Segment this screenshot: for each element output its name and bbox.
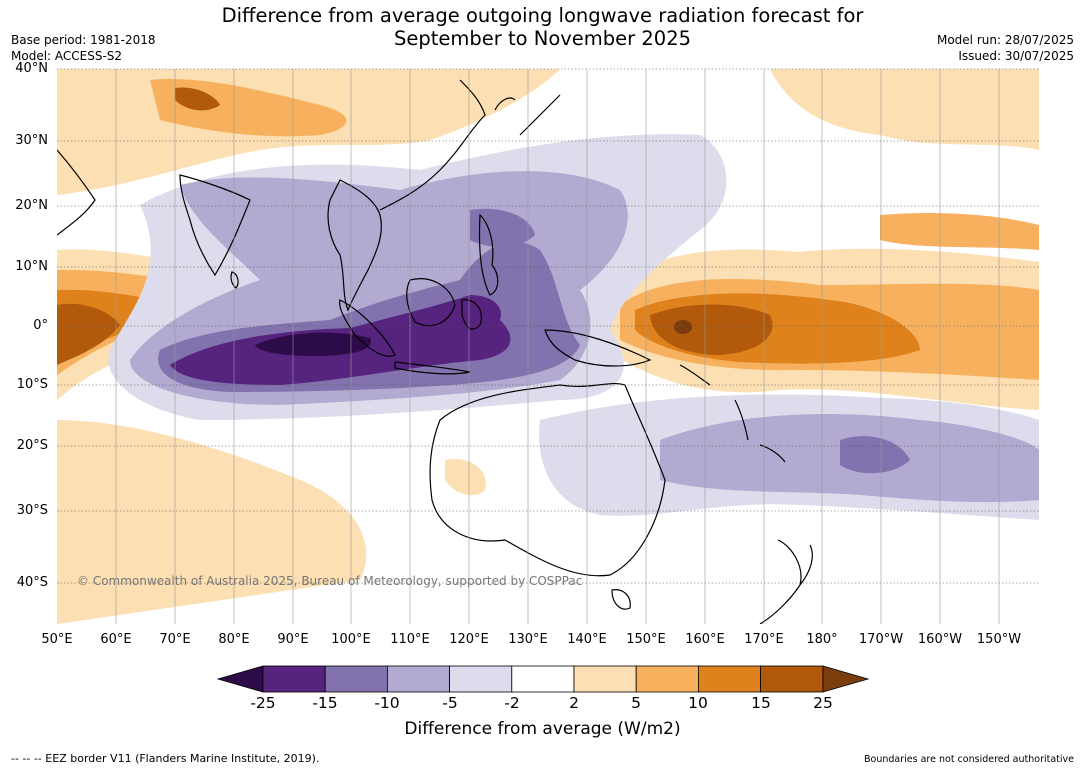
anomaly-positive-15-25-himalaya [175,87,220,111]
coast-india [179,174,251,277]
lon-label: 50°E [41,632,73,647]
model-name: Model: ACCESS-S2 [11,49,123,63]
lon-label: 60°E [100,632,132,647]
colorbar-bin-3 [386,665,450,693]
colorbar-tick-label: 25 [813,694,833,712]
anomaly-negative-10-15-philippines [470,208,535,247]
coast-vanuatu-fiji [734,399,786,463]
anomaly-positive-2-5-australia [445,459,486,496]
coast-solomons [679,364,711,386]
lon-label: 120°E [449,632,489,647]
colorbar-bin-8 [698,665,762,693]
coast-java [394,361,471,375]
anomaly-positive-over-25 [674,320,692,334]
model-run-date: Model run: 28/07/2025 [936,33,1074,47]
colorbar-bin-6 [573,665,637,693]
coast-sri-lanka [230,271,239,289]
meridians [115,69,1000,624]
colorbar-extend-low [216,665,264,693]
coast-arabia-east [57,149,96,236]
title-line-2: September to November 2025 [393,27,692,50]
eez-legend-note: -- -- -- EEZ border V11 (Flanders Marine… [11,752,320,765]
colorbar-tick-label: -15 [312,694,338,712]
colorbar-tick-label: -5 [442,694,458,712]
lon-label: 180° [806,632,838,647]
anomaly-negative-10-15-south-pacific [840,436,910,474]
colorbar-bin-2 [324,665,388,693]
lat-label: 40°S [16,575,48,590]
graticule [57,68,1039,584]
coast-new-zealand [759,539,813,624]
coast-borneo [406,278,456,327]
run-info: Model run: 28/07/2025 Issued: 30/07/2025 [937,32,1074,64]
colorbar [216,665,870,693]
coast-korea-japan [494,94,561,136]
colorbar-bin-9 [760,665,824,693]
lon-label: 130°E [508,632,548,647]
lon-label: 150°W [976,632,1022,647]
base-period: Base period: 1981-2018 [11,33,156,47]
copyright-notice: © Commonwealth of Australia 2025, Bureau… [77,574,583,588]
lon-label: 160°W [917,632,963,647]
anomaly-positive-15-25-pacific [650,304,773,355]
coast-china-east [379,79,486,211]
colorbar-tick-label: 5 [631,694,641,712]
lon-label: 170°E [744,632,784,647]
colorbar-tick-label: -10 [374,694,400,712]
anomaly-negative-over-25 [255,332,371,356]
lon-label: 150°E [626,632,666,647]
lon-label: 160°E [685,632,725,647]
colorbar-extend-high [822,665,870,693]
lat-label: 30°S [16,503,48,518]
coast-sulawesi [461,299,482,330]
colorbar-bin-4 [449,665,513,693]
coast-new-guinea [544,329,652,367]
coast-australia [429,382,666,577]
lat-label: 0° [33,318,48,333]
title-line-1: Difference from average outgoing longwav… [221,4,864,27]
colorbar-bin-7 [635,665,699,693]
lon-label: 100°E [331,632,371,647]
anomaly-positive-2-5-north-pacific [770,69,1039,150]
lon-label: 80°E [218,632,250,647]
lon-label: 170°W [858,632,904,647]
lon-label: 140°E [567,632,607,647]
issued-date: Issued: 30/07/2025 [958,49,1074,63]
coastlines [57,79,813,624]
anomaly-positive-15-25-indian [57,303,120,365]
lat-label: 20°S [16,438,48,453]
coast-sumatra [339,299,396,357]
lat-label: 10°N [15,259,48,274]
model-info: Base period: 1981-2018 Model: ACCESS-S2 [11,32,156,64]
colorbar-tick-label: 15 [751,694,771,712]
coast-philippines [478,213,499,296]
coast-tasmania [611,589,631,610]
colorbar-title: Difference from average (W/m2) [404,719,681,739]
lat-label: 10°S [16,377,48,392]
colorbar-bin-1 [262,665,326,693]
lat-label: 30°N [15,133,48,148]
map-title: Difference from average outgoing longwav… [0,4,1085,50]
lat-label: 40°N [15,61,48,76]
lon-label: 70°E [159,632,191,647]
lon-label: 90°E [277,632,309,647]
anomaly-positive-2-5-south-indian [57,420,367,624]
colorbar-bin-5 [511,665,575,693]
coast-indochina [327,179,382,312]
lat-label: 20°N [15,198,48,213]
colorbar-tick-label: -25 [250,694,276,712]
colorbar-tick-label: 10 [688,694,708,712]
boundaries-disclaimer: Boundaries are not considered authoritat… [864,754,1074,765]
colorbar-tick-label: -2 [504,694,520,712]
colorbar-tick-label: 2 [569,694,579,712]
lon-label: 110°E [390,632,430,647]
